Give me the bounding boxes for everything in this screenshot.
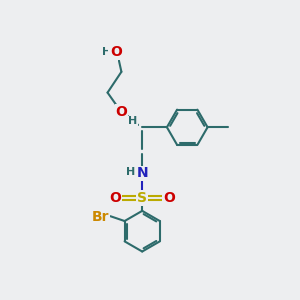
Text: H: H: [127, 167, 136, 177]
Text: O: O: [163, 191, 175, 205]
Text: Br: Br: [92, 210, 110, 224]
Text: N: N: [136, 167, 148, 180]
Text: H: H: [102, 47, 111, 57]
Text: O: O: [116, 105, 127, 119]
Text: S: S: [137, 191, 147, 205]
Text: O: O: [110, 191, 122, 205]
Text: O: O: [110, 45, 122, 59]
Text: ·: ·: [109, 43, 117, 62]
Text: H: H: [128, 116, 137, 127]
